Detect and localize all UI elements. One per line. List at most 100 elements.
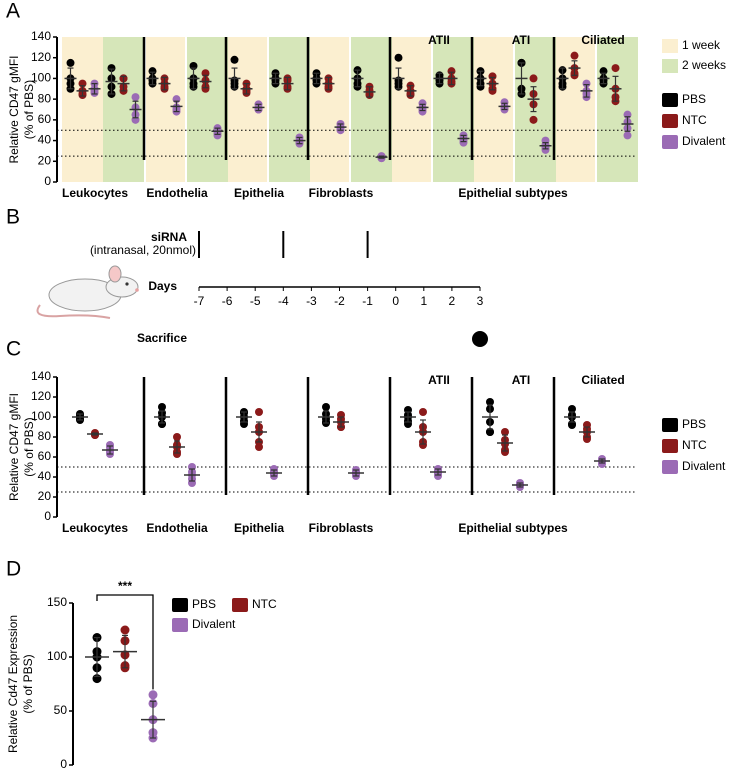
data-point [255, 408, 263, 416]
subtype-label: Ciliated [581, 373, 624, 387]
legend-label: NTC [252, 597, 277, 611]
data-point [611, 64, 620, 73]
y-tick-label: 140 [31, 369, 51, 383]
y-tick-label: 50 [54, 703, 68, 717]
legend-label: NTC [682, 113, 707, 127]
y-axis-label: Relative Cd47 Expression [6, 615, 20, 753]
data-point [486, 428, 494, 436]
category-label: Leukocytes [62, 521, 128, 535]
data-point [107, 64, 116, 73]
y-tick-label: 100 [47, 649, 67, 663]
event-label: Sacrifice [137, 331, 187, 345]
data-point [230, 55, 239, 64]
y-axis-label: Relative CD47 gMFI [7, 393, 21, 501]
data-point [488, 72, 497, 81]
data-point [486, 398, 494, 406]
x-tick-label: -7 [194, 294, 205, 308]
subtype-label: ATI [512, 373, 530, 387]
category-label: Endothelia [146, 186, 208, 200]
y-axis-label: (% of PBS) [22, 80, 36, 139]
data-point [447, 67, 456, 76]
legend-label: Divalent [682, 459, 726, 473]
category-label: Fibroblasts [309, 186, 374, 200]
y-tick-label: 60 [38, 112, 52, 126]
category-label: Leukocytes [62, 186, 128, 200]
x-tick-label: -2 [334, 294, 345, 308]
data-point [158, 420, 166, 428]
y-tick-label: 20 [38, 489, 52, 503]
legend-swatch [662, 39, 678, 53]
group-label: Epithelial subtypes [458, 521, 568, 535]
legend-swatch [662, 439, 678, 453]
legend-swatch [232, 598, 248, 612]
legend-swatch [662, 114, 678, 128]
data-point [434, 472, 442, 480]
y-tick-label: 140 [31, 29, 51, 43]
y-tick-label: 0 [44, 174, 51, 188]
mouse-illustration [36, 265, 139, 319]
data-point [131, 93, 140, 102]
subtype-label: ATII [428, 33, 450, 47]
legend-label: PBS [682, 92, 706, 106]
legend-label: Divalent [192, 617, 236, 631]
period-background [515, 37, 556, 182]
y-tick-label: 150 [47, 595, 67, 609]
data-point [120, 625, 130, 635]
y-tick-label: 100 [31, 409, 51, 423]
y-tick-label: 40 [38, 469, 52, 483]
legend-label: PBS [192, 597, 216, 611]
legend-swatch [662, 135, 678, 149]
y-axis-label: (% of PBS) [22, 417, 36, 476]
category-label: Epithelia [234, 521, 284, 535]
data-point [173, 450, 181, 458]
data-point [541, 145, 550, 154]
data-point [255, 443, 263, 451]
data-point [418, 107, 427, 116]
y-tick-label: 0 [60, 757, 67, 771]
period-background [187, 37, 228, 182]
data-point [529, 115, 538, 124]
data-point [570, 51, 579, 60]
data-point [148, 690, 158, 700]
legend-label: 2 weeks [682, 58, 726, 72]
data-point [148, 67, 157, 76]
event-sublabel: (intranasal, 20nmol) [90, 243, 196, 257]
period-background [269, 37, 310, 182]
y-axis-label: (% of PBS) [21, 654, 35, 713]
significance-bracket [96, 594, 154, 690]
data-point [322, 403, 330, 411]
data-point [529, 74, 538, 83]
data-point [419, 408, 427, 416]
data-point [201, 84, 210, 93]
x-axis-label: Days [148, 279, 177, 293]
data-point [568, 421, 576, 429]
data-point [66, 58, 75, 67]
period-background [597, 37, 638, 182]
panel-label: D [6, 558, 21, 581]
x-tick-label: -4 [278, 294, 289, 308]
legend-label: PBS [682, 417, 706, 431]
x-tick-label: -6 [222, 294, 233, 308]
y-tick-label: 80 [38, 429, 52, 443]
y-axis-label: Relative CD47 gMFI [7, 55, 21, 163]
x-tick-label: 1 [420, 294, 427, 308]
subtype-label: ATII [428, 373, 450, 387]
x-tick-label: -1 [362, 294, 373, 308]
data-point [173, 433, 181, 441]
data-point [501, 428, 509, 436]
subtype-label: Ciliated [581, 33, 624, 47]
legend-swatch [662, 93, 678, 107]
sacrifice-marker [472, 331, 488, 347]
subtype-label: ATI [512, 33, 530, 47]
y-tick-label: 0 [44, 509, 51, 523]
data-point [459, 138, 468, 147]
x-tick-label: 2 [449, 294, 456, 308]
panel-label: C [6, 338, 21, 361]
significance-label: *** [118, 579, 132, 593]
x-tick-label: 3 [477, 294, 484, 308]
legend-swatch [172, 598, 188, 612]
y-tick-label: 120 [31, 50, 51, 64]
legend-swatch [172, 618, 188, 632]
data-point [213, 131, 222, 140]
